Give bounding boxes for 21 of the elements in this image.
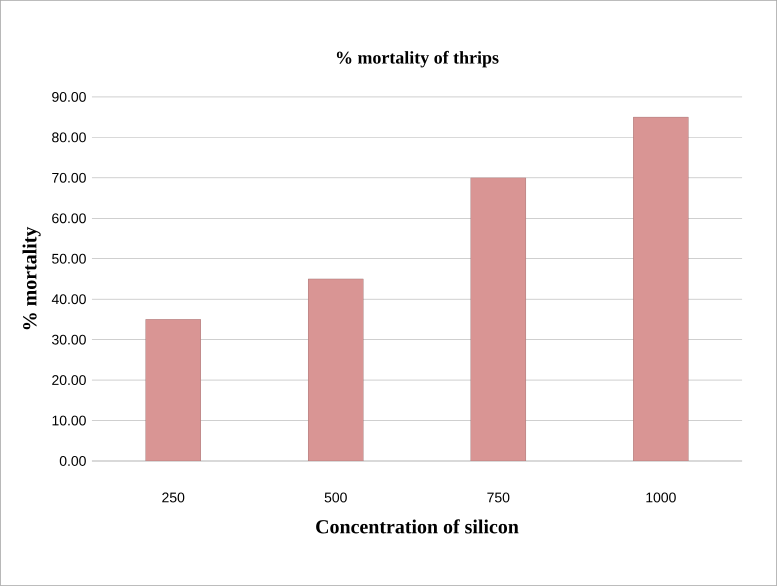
bar bbox=[633, 116, 689, 462]
bar bbox=[308, 278, 364, 462]
y-axis-title: % mortality bbox=[22, 226, 41, 330]
x-axis-title: Concentration of silicon bbox=[316, 519, 519, 534]
y-tick-label: 10.00 bbox=[52, 416, 86, 426]
y-tick-label: 40.00 bbox=[52, 294, 86, 304]
y-tick-label: 60.00 bbox=[52, 213, 86, 224]
y-tick-label: 50.00 bbox=[52, 254, 86, 264]
y-tick-label: 20.00 bbox=[52, 375, 86, 386]
x-tick-label: 750 bbox=[487, 492, 510, 502]
chart-title: % mortality of thrips bbox=[336, 50, 499, 68]
x-tick-label: 500 bbox=[324, 492, 347, 502]
bar bbox=[470, 178, 526, 462]
y-tick-label: 70.00 bbox=[52, 172, 86, 183]
x-tick-label: 250 bbox=[162, 492, 184, 502]
y-tick-label: 0.00 bbox=[60, 456, 86, 466]
y-tick-label: 30.00 bbox=[52, 334, 86, 345]
x-tick-label: 1000 bbox=[646, 492, 676, 502]
y-tick-label: 80.00 bbox=[52, 132, 86, 142]
bar bbox=[145, 319, 201, 462]
y-tick-label: 90.00 bbox=[52, 92, 86, 102]
